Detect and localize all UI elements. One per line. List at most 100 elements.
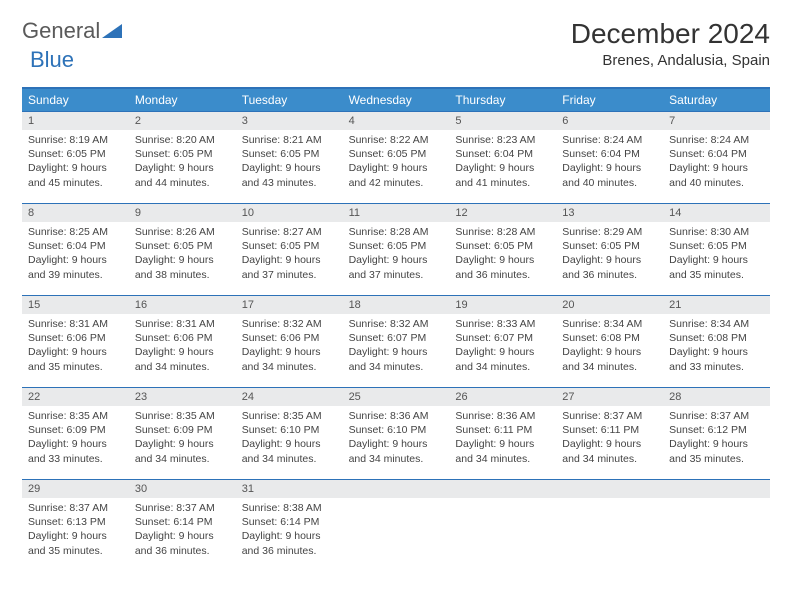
day-number bbox=[343, 480, 450, 498]
calendar-grid: SundayMondayTuesdayWednesdayThursdayFrid… bbox=[22, 89, 770, 571]
sunrise-text: Sunrise: 8:37 AM bbox=[562, 409, 657, 423]
day-cell: 31Sunrise: 8:38 AMSunset: 6:14 PMDayligh… bbox=[236, 479, 343, 571]
day-cell: 2Sunrise: 8:20 AMSunset: 6:05 PMDaylight… bbox=[129, 111, 236, 203]
day-body: Sunrise: 8:28 AMSunset: 6:05 PMDaylight:… bbox=[449, 222, 556, 288]
daylight-text: Daylight: 9 hours and 36 minutes. bbox=[455, 253, 550, 281]
sunrise-text: Sunrise: 8:22 AM bbox=[349, 133, 444, 147]
sunrise-text: Sunrise: 8:34 AM bbox=[562, 317, 657, 331]
day-cell: 9Sunrise: 8:26 AMSunset: 6:05 PMDaylight… bbox=[129, 203, 236, 295]
sunrise-text: Sunrise: 8:28 AM bbox=[455, 225, 550, 239]
sunset-text: Sunset: 6:07 PM bbox=[349, 331, 444, 345]
sunset-text: Sunset: 6:05 PM bbox=[562, 239, 657, 253]
day-body: Sunrise: 8:24 AMSunset: 6:04 PMDaylight:… bbox=[663, 130, 770, 196]
day-number: 5 bbox=[449, 112, 556, 130]
day-number: 20 bbox=[556, 296, 663, 314]
sunrise-text: Sunrise: 8:37 AM bbox=[28, 501, 123, 515]
day-number: 16 bbox=[129, 296, 236, 314]
day-number: 4 bbox=[343, 112, 450, 130]
sunrise-text: Sunrise: 8:35 AM bbox=[28, 409, 123, 423]
day-cell: 3Sunrise: 8:21 AMSunset: 6:05 PMDaylight… bbox=[236, 111, 343, 203]
day-body: Sunrise: 8:32 AMSunset: 6:07 PMDaylight:… bbox=[343, 314, 450, 380]
daylight-text: Daylight: 9 hours and 34 minutes. bbox=[242, 437, 337, 465]
day-number: 30 bbox=[129, 480, 236, 498]
day-body: Sunrise: 8:30 AMSunset: 6:05 PMDaylight:… bbox=[663, 222, 770, 288]
day-body: Sunrise: 8:36 AMSunset: 6:10 PMDaylight:… bbox=[343, 406, 450, 472]
daylight-text: Daylight: 9 hours and 34 minutes. bbox=[562, 437, 657, 465]
day-cell: 25Sunrise: 8:36 AMSunset: 6:10 PMDayligh… bbox=[343, 387, 450, 479]
sunrise-text: Sunrise: 8:37 AM bbox=[669, 409, 764, 423]
daylight-text: Daylight: 9 hours and 40 minutes. bbox=[669, 161, 764, 189]
day-number: 11 bbox=[343, 204, 450, 222]
day-body: Sunrise: 8:22 AMSunset: 6:05 PMDaylight:… bbox=[343, 130, 450, 196]
sunrise-text: Sunrise: 8:35 AM bbox=[242, 409, 337, 423]
daylight-text: Daylight: 9 hours and 34 minutes. bbox=[562, 345, 657, 373]
sunrise-text: Sunrise: 8:33 AM bbox=[455, 317, 550, 331]
sunset-text: Sunset: 6:05 PM bbox=[28, 147, 123, 161]
sunrise-text: Sunrise: 8:20 AM bbox=[135, 133, 230, 147]
sunrise-text: Sunrise: 8:24 AM bbox=[562, 133, 657, 147]
day-cell: 29 Sunrise: 8:37 AMSunset: 6:13 PMDayligh… bbox=[22, 479, 129, 571]
day-cell: 11Sunrise: 8:28 AMSunset: 6:05 PMDayligh… bbox=[343, 203, 450, 295]
sunrise-text: Sunrise: 8:24 AM bbox=[669, 133, 764, 147]
day-cell: 1Sunrise: 8:19 AMSunset: 6:05 PMDaylight… bbox=[22, 111, 129, 203]
day-cell: 23Sunrise: 8:35 AMSunset: 6:09 PMDayligh… bbox=[129, 387, 236, 479]
day-cell: 4Sunrise: 8:22 AMSunset: 6:05 PMDaylight… bbox=[343, 111, 450, 203]
day-header: Wednesday bbox=[343, 89, 450, 111]
sunset-text: Sunset: 6:10 PM bbox=[349, 423, 444, 437]
day-body: Sunrise: 8:19 AMSunset: 6:05 PMDaylight:… bbox=[22, 130, 129, 196]
sunset-text: Sunset: 6:06 PM bbox=[242, 331, 337, 345]
day-cell bbox=[343, 479, 450, 571]
day-header: Friday bbox=[556, 89, 663, 111]
sunset-text: Sunset: 6:07 PM bbox=[455, 331, 550, 345]
daylight-text: Daylight: 9 hours and 35 minutes. bbox=[28, 529, 123, 557]
day-cell: 30Sunrise: 8:37 AMSunset: 6:14 PMDayligh… bbox=[129, 479, 236, 571]
sunset-text: Sunset: 6:04 PM bbox=[562, 147, 657, 161]
sunset-text: Sunset: 6:05 PM bbox=[242, 147, 337, 161]
day-number: 19 bbox=[449, 296, 556, 314]
day-number: 7 bbox=[663, 112, 770, 130]
daylight-text: Daylight: 9 hours and 34 minutes. bbox=[455, 345, 550, 373]
sunrise-text: Sunrise: 8:29 AM bbox=[562, 225, 657, 239]
day-number: 29 bbox=[22, 480, 129, 498]
day-cell bbox=[556, 479, 663, 571]
sunset-text: Sunset: 6:04 PM bbox=[669, 147, 764, 161]
day-cell: 13Sunrise: 8:29 AMSunset: 6:05 PMDayligh… bbox=[556, 203, 663, 295]
sunrise-text: Sunrise: 8:34 AM bbox=[669, 317, 764, 331]
sunset-text: Sunset: 6:09 PM bbox=[28, 423, 123, 437]
day-cell: 15Sunrise: 8:31 AMSunset: 6:06 PMDayligh… bbox=[22, 295, 129, 387]
sunset-text: Sunset: 6:06 PM bbox=[135, 331, 230, 345]
sunset-text: Sunset: 6:11 PM bbox=[455, 423, 550, 437]
day-number: 14 bbox=[663, 204, 770, 222]
daylight-text: Daylight: 9 hours and 37 minutes. bbox=[242, 253, 337, 281]
day-body: Sunrise: 8:38 AMSunset: 6:14 PMDaylight:… bbox=[236, 498, 343, 564]
daylight-text: Daylight: 9 hours and 45 minutes. bbox=[28, 161, 123, 189]
day-number: 6 bbox=[556, 112, 663, 130]
day-body: Sunrise: 8:37 AMSunset: 6:14 PMDaylight:… bbox=[129, 498, 236, 564]
sunrise-text: Sunrise: 8:21 AM bbox=[242, 133, 337, 147]
day-body: Sunrise: 8:34 AMSunset: 6:08 PMDaylight:… bbox=[556, 314, 663, 380]
day-header: Saturday bbox=[663, 89, 770, 111]
sunrise-text: Sunrise: 8:35 AM bbox=[135, 409, 230, 423]
sunset-text: Sunset: 6:06 PM bbox=[28, 331, 123, 345]
day-header: Sunday bbox=[22, 89, 129, 111]
day-number bbox=[663, 480, 770, 498]
day-number: 21 bbox=[663, 296, 770, 314]
daylight-text: Daylight: 9 hours and 35 minutes. bbox=[669, 253, 764, 281]
day-body: Sunrise: 8:20 AMSunset: 6:05 PMDaylight:… bbox=[129, 130, 236, 196]
sunrise-text: Sunrise: 8:23 AM bbox=[455, 133, 550, 147]
sunrise-text: Sunrise: 8:38 AM bbox=[242, 501, 337, 515]
sunrise-text: Sunrise: 8:37 AM bbox=[135, 501, 230, 515]
daylight-text: Daylight: 9 hours and 33 minutes. bbox=[28, 437, 123, 465]
sunset-text: Sunset: 6:04 PM bbox=[28, 239, 123, 253]
day-body: Sunrise: 8:31 AMSunset: 6:06 PMDaylight:… bbox=[22, 314, 129, 380]
sunrise-text: Sunrise: 8:31 AM bbox=[28, 317, 123, 331]
sunset-text: Sunset: 6:05 PM bbox=[135, 147, 230, 161]
daylight-text: Daylight: 9 hours and 36 minutes. bbox=[242, 529, 337, 557]
day-body: Sunrise: 8:29 AMSunset: 6:05 PMDaylight:… bbox=[556, 222, 663, 288]
sunset-text: Sunset: 6:13 PM bbox=[28, 515, 123, 529]
day-number bbox=[449, 480, 556, 498]
sunset-text: Sunset: 6:12 PM bbox=[669, 423, 764, 437]
sunrise-text: Sunrise: 8:27 AM bbox=[242, 225, 337, 239]
month-title: December 2024 bbox=[571, 18, 770, 50]
day-body: Sunrise: 8:26 AMSunset: 6:05 PMDaylight:… bbox=[129, 222, 236, 288]
